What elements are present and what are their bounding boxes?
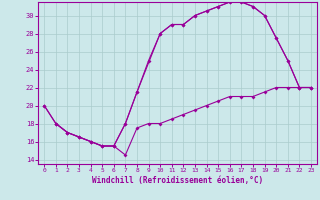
X-axis label: Windchill (Refroidissement éolien,°C): Windchill (Refroidissement éolien,°C) xyxy=(92,176,263,185)
